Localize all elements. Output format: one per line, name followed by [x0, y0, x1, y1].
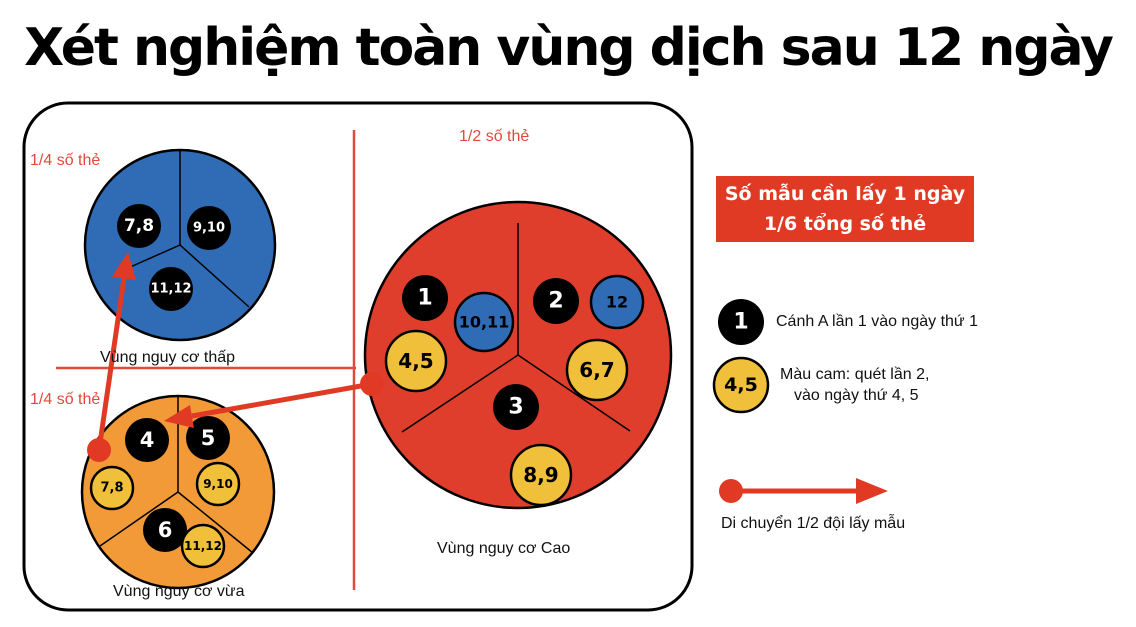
badge-black	[186, 416, 230, 460]
arrow-medium-to-low	[96, 277, 127, 451]
badge-label: 7,8	[124, 216, 154, 236]
high-zone-label: Vùng nguy cơ Cao	[437, 540, 571, 557]
badge-label: 6	[158, 518, 173, 542]
badge-label: 10,11	[459, 313, 510, 332]
badge-yellow	[180, 523, 226, 569]
legend-header-line1: Số mẫu cần lấy 1 ngày	[724, 183, 966, 205]
badge-black	[533, 278, 579, 324]
half-region-label: 1/2 số thẻ	[459, 128, 530, 145]
legend: 1 4,5	[712, 299, 888, 504]
badge-blue	[589, 274, 645, 330]
legend-black-badge	[718, 299, 764, 345]
page-title: Xét nghiệm toàn vùng dịch sau 12 ngày	[24, 18, 1114, 78]
arrow-high-to-medium	[191, 381, 373, 419]
legend-arrowhead	[856, 478, 888, 504]
badge-label: 1	[417, 286, 432, 311]
medium-zone-sector-line	[177, 491, 254, 554]
badge-black	[493, 384, 539, 430]
badge-yellow	[509, 443, 573, 507]
medium-zone-label: Vùng nguy cơ vừa	[113, 583, 245, 600]
legend-yellow-text-line1: Màu cam: quét lần 2,	[780, 366, 930, 383]
low-risk-zone: 7,8 9,10 11,12	[83, 148, 277, 342]
legend-header-line2: 1/6 tổng số thẻ	[763, 213, 927, 235]
high-zone-sector-line	[517, 354, 631, 432]
arrow-origin-dot	[360, 372, 384, 396]
badge-label: 8,9	[523, 463, 558, 487]
low-zone-sector-line	[127, 244, 181, 269]
area-frame	[22, 101, 694, 612]
legend-arrow-text: Di chuyển 1/2 đội lấy mẫu	[721, 515, 906, 532]
badge-label: 4	[140, 428, 155, 452]
badge-black	[187, 206, 231, 250]
quarter-bottom-region-label: 1/4 số thẻ	[30, 391, 101, 408]
badge-black	[125, 418, 169, 462]
legend-black-badge-label: 1	[733, 310, 748, 335]
medium-zone-sector-line	[99, 491, 179, 547]
badge-label: 11,12	[150, 282, 191, 297]
medium-risk-zone: 4 5 6 7,8 9,10 11,12	[80, 394, 276, 590]
badge-black	[402, 275, 448, 321]
badge-yellow	[195, 461, 241, 507]
badge-label: 3	[508, 395, 523, 420]
badge-label: 9,10	[203, 477, 233, 491]
badge-black	[149, 267, 193, 311]
badge-black	[117, 204, 161, 248]
badge-black	[143, 508, 187, 552]
low-zone-label: Vùng nguy cơ thấp	[100, 349, 236, 366]
legend-black-text: Cánh A lần 1 vào ngày thứ 1	[776, 313, 978, 330]
legend-yellow-badge	[712, 356, 770, 414]
team-movement-arrows	[87, 252, 384, 462]
quarter-top-region-label: 1/4 số thẻ	[30, 152, 101, 169]
badge-blue	[453, 291, 515, 353]
badge-yellow	[89, 465, 135, 511]
badge-label: 12	[606, 293, 628, 312]
badge-label: 11,12	[184, 539, 222, 553]
high-zone-sector-line	[401, 354, 519, 433]
badge-label: 2	[548, 289, 563, 314]
low-zone-sector-line	[179, 244, 250, 308]
legend-yellow-badge-label: 4,5	[724, 374, 758, 396]
badge-label: 5	[201, 426, 216, 450]
badge-yellow	[384, 329, 448, 393]
legend-yellow-text-line2: vào ngày thứ 4, 5	[794, 387, 919, 404]
high-risk-zone: 1 2 3 10,11 12 4,5 6,7 8,9	[363, 200, 673, 510]
badge-label: 9,10	[193, 221, 225, 236]
badge-label: 4,5	[398, 349, 433, 373]
arrowhead	[164, 405, 194, 428]
badge-yellow	[565, 338, 629, 402]
legend-header-box: Số mẫu cần lấy 1 ngày 1/6 tổng số thẻ	[716, 176, 974, 242]
arrowhead	[112, 252, 136, 280]
badge-label: 6,7	[579, 358, 614, 382]
badge-label: 7,8	[100, 481, 123, 496]
arrow-origin-dot	[87, 438, 111, 462]
